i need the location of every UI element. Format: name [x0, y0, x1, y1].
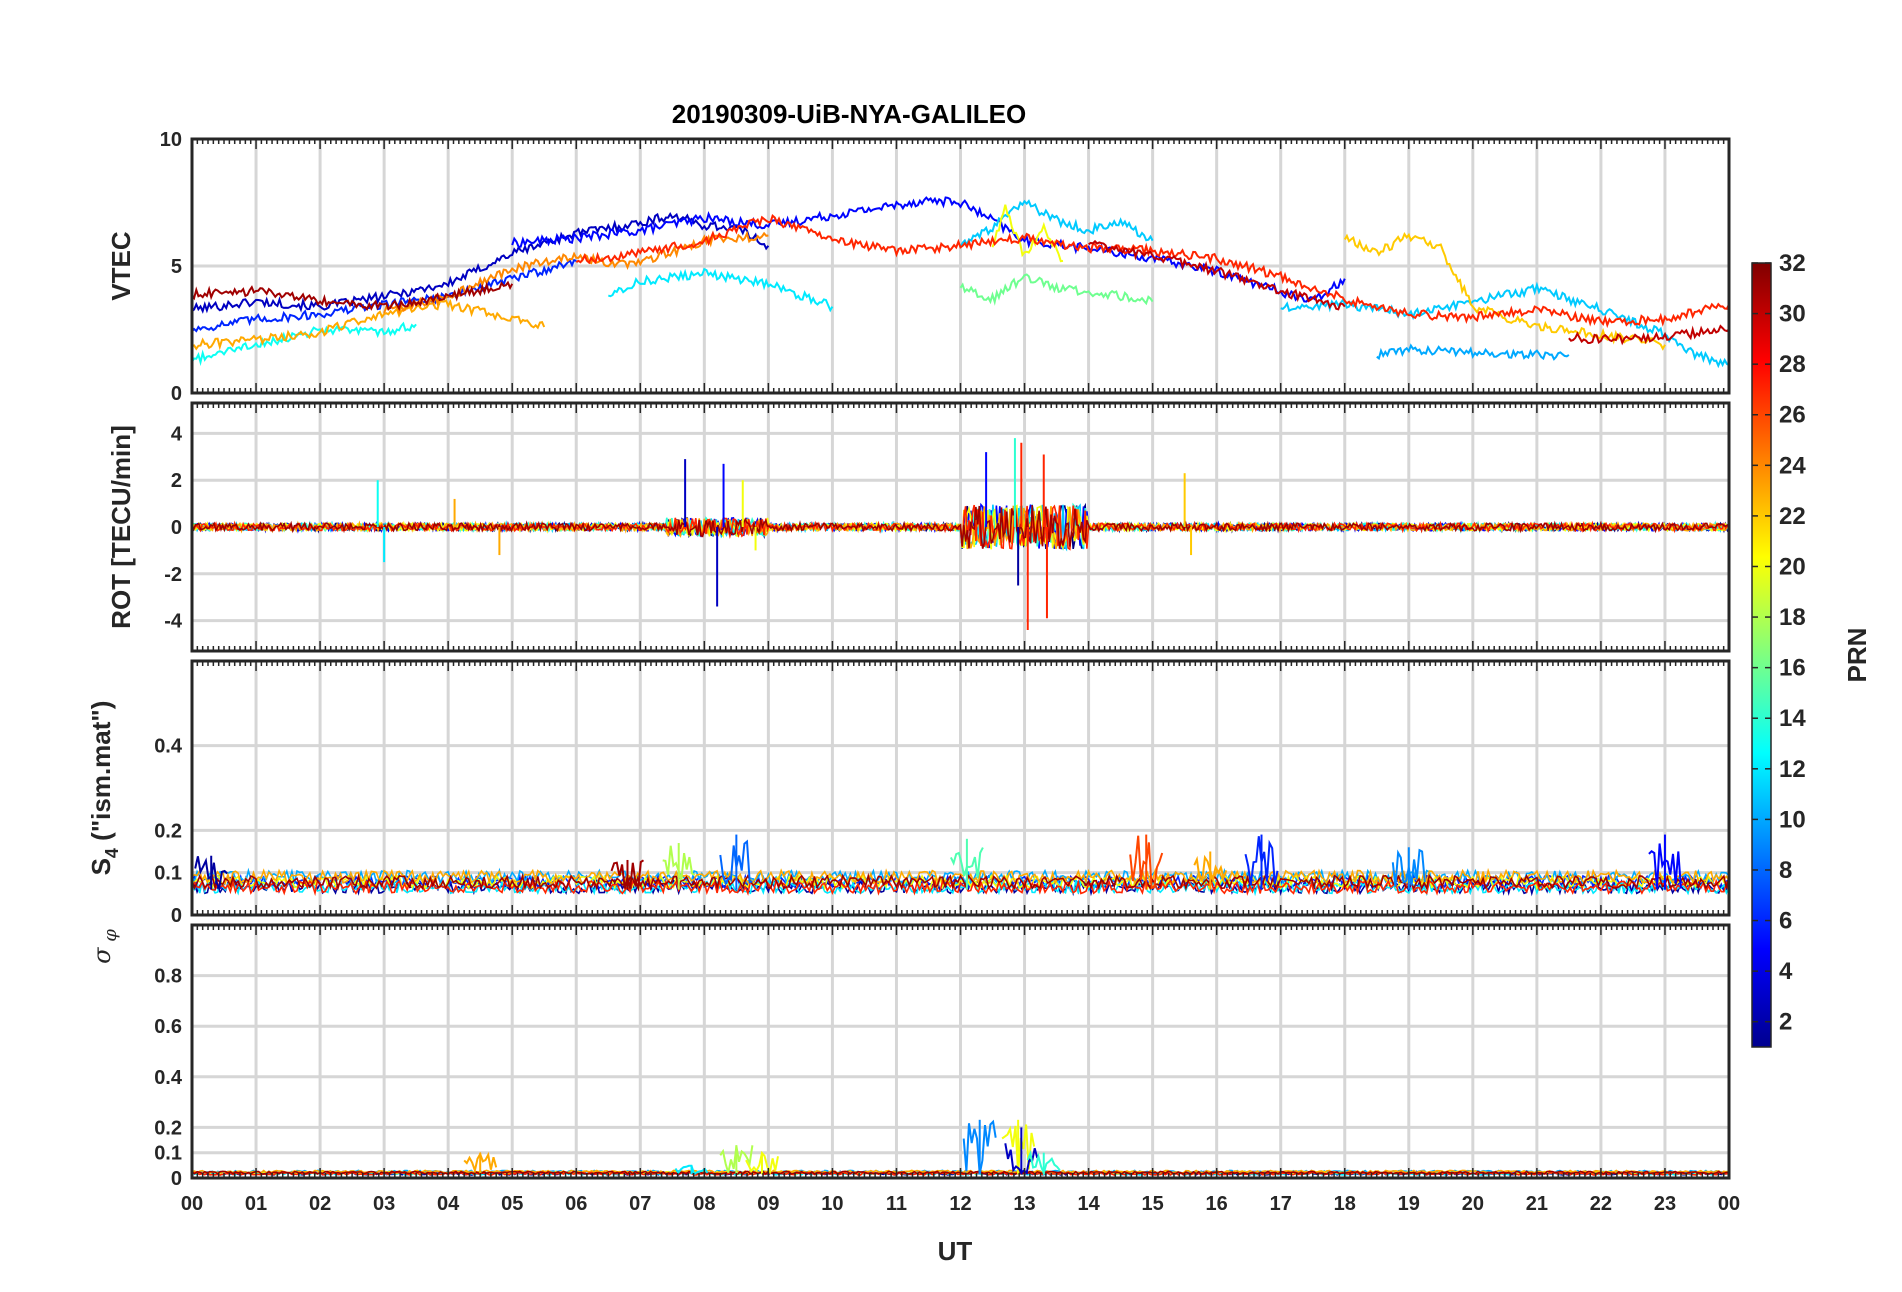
y-tick-label: -2: [164, 564, 182, 586]
colorbar-tick-label: 28: [1779, 351, 1806, 378]
vtec-series-prn-22: [1343, 231, 1666, 351]
x-tick-label: 10: [821, 1193, 843, 1215]
y-axis-label: ROT [TECU/min]: [106, 425, 136, 629]
plot-area: [192, 834, 1729, 897]
x-tick-label: 05: [501, 1193, 523, 1215]
colorbar-tick-label: 16: [1779, 655, 1806, 682]
colorbar-label: PRN: [1842, 628, 1872, 683]
panel-1: 0 5 10 VTEC: [106, 129, 1731, 405]
panel-2: -4 -2 0 2 4 ROT [TECU/min]: [106, 401, 1731, 653]
x-tick-label: 22: [1590, 1193, 1612, 1215]
x-tick-label: 12: [949, 1193, 971, 1215]
y-tick-label: 0.6: [154, 1016, 182, 1038]
vtec-series-prn-3: [192, 212, 770, 314]
index-series-prn-20: [192, 873, 1729, 892]
index-series-prn-2: [192, 877, 1729, 897]
y-tick-label: 0: [171, 905, 182, 927]
y-tick-label: 10: [160, 129, 182, 151]
x-tick-label: 00: [181, 1193, 203, 1215]
y-axis-label: σ φ: [88, 929, 121, 964]
x-tick-label: 11: [886, 1193, 907, 1215]
colorbar-tick-label: 14: [1779, 705, 1806, 732]
vtec-series-prn-30: [1568, 324, 1729, 346]
colorbar-tick-label: 2: [1779, 1009, 1792, 1036]
panel-4: 0 0.1 0.2 0.4 0.6 0.8 σ φ: [88, 923, 1731, 1190]
colorbar-tick-label: 4: [1779, 958, 1793, 985]
vtec-series-prn-30: [1088, 239, 1346, 311]
y-tick-label: 0: [171, 1168, 182, 1190]
vtec-series-prn-27: [575, 213, 1729, 329]
x-tick-label: 13: [1013, 1193, 1035, 1215]
colorbar-tick-label: 12: [1779, 756, 1806, 783]
x-tick-label: 07: [629, 1193, 651, 1215]
x-tick-label: 09: [757, 1193, 779, 1215]
x-tick-label: 18: [1334, 1193, 1356, 1215]
x-tick-labels: 00 01 02 03 04 05 06 07 08 09 10 11 12 13 14 15 16 17 18 19…: [181, 1193, 1740, 1215]
x-tick-label: 04: [437, 1193, 460, 1215]
panel-3: 0 0.1 0.2 0.4 S4 ("ism.mat"): [86, 659, 1731, 927]
x-tick-label: 20: [1462, 1193, 1484, 1215]
y-tick-label: 0.8: [154, 966, 182, 988]
colorbar-tick-label: 26: [1779, 402, 1806, 429]
x-tick-label: 08: [693, 1193, 715, 1215]
index-series-prn-27: [192, 877, 1729, 897]
plot-area: [192, 196, 1729, 369]
vtec-series-prn-11: [959, 199, 1154, 248]
x-axis-label: UT: [938, 1236, 973, 1266]
vtec-series-prn-31: [192, 280, 514, 311]
x-tick-label: 16: [1206, 1193, 1228, 1215]
rot-series-prn-31: [192, 505, 1729, 549]
y-tick-label: 0.4: [154, 1067, 183, 1089]
index-series-prn-31: [192, 872, 1729, 892]
y-tick-label: 0.2: [154, 820, 182, 842]
y-tick-label: 0: [171, 383, 182, 405]
y-tick-label: 0.2: [154, 1117, 182, 1139]
figure-title: 20190309-UiB-NYA-GALILEO: [672, 99, 1027, 129]
colorbar-tick-label: 8: [1779, 857, 1792, 884]
colorbar-tick-label: 6: [1779, 908, 1792, 935]
vtec-series-prn-23: [192, 298, 546, 351]
y-tick-label: 0.4: [154, 736, 183, 758]
colorbar-gradient: [1751, 262, 1772, 1048]
x-tick-label: 17: [1270, 1193, 1292, 1215]
y-axis-label: VTEC: [106, 231, 136, 301]
x-tick-label: 14: [1077, 1193, 1100, 1215]
x-tick-label: 23: [1654, 1193, 1676, 1215]
colorbar-tick-label: 22: [1779, 503, 1806, 530]
vtec-series-prn-12: [608, 267, 834, 313]
y-tick-label: 0.1: [154, 1143, 182, 1165]
vtec-series-prn-6: [192, 258, 577, 333]
vtec-series-prn-16: [959, 273, 1154, 306]
colorbar-tick-label: 24: [1779, 452, 1806, 479]
x-tick-label: 01: [245, 1193, 267, 1215]
y-tick-label: 4: [171, 423, 183, 445]
y-tick-label: 0.1: [154, 863, 182, 885]
colorbar-tick-label: 32: [1779, 250, 1806, 277]
x-tick-label: 06: [565, 1193, 587, 1215]
y-axis-label: S4 ("ism.mat"): [86, 701, 122, 876]
colorbar-tick-label: 10: [1779, 806, 1806, 833]
x-tick-label: 15: [1142, 1193, 1164, 1215]
x-tick-label: 03: [373, 1193, 395, 1215]
y-tick-label: 2: [171, 470, 182, 492]
colorbar-tick-label: 18: [1779, 604, 1806, 631]
y-tick-label: 0: [171, 517, 182, 539]
x-tick-label: 00: [1718, 1193, 1740, 1215]
y-tick-label: -4: [164, 611, 183, 633]
x-tick-label: 02: [309, 1193, 331, 1215]
y-tick-label: 5: [171, 256, 182, 278]
colorbar-tick-label: 30: [1779, 301, 1806, 328]
x-tick-label: 21: [1526, 1193, 1548, 1215]
index-series-prn-23: [192, 867, 1729, 886]
x-tick-label: 19: [1398, 1193, 1420, 1215]
panels: 0 5 10 VTEC -4 -2 0 2 4 ROT [TECU/min] 0 0.1 0.2 0.4 S…: [86, 129, 1731, 1190]
colorbar-tick-label: 20: [1779, 553, 1806, 580]
vtec-series-prn-10: [1376, 343, 1570, 361]
plot-area: [192, 438, 1729, 630]
